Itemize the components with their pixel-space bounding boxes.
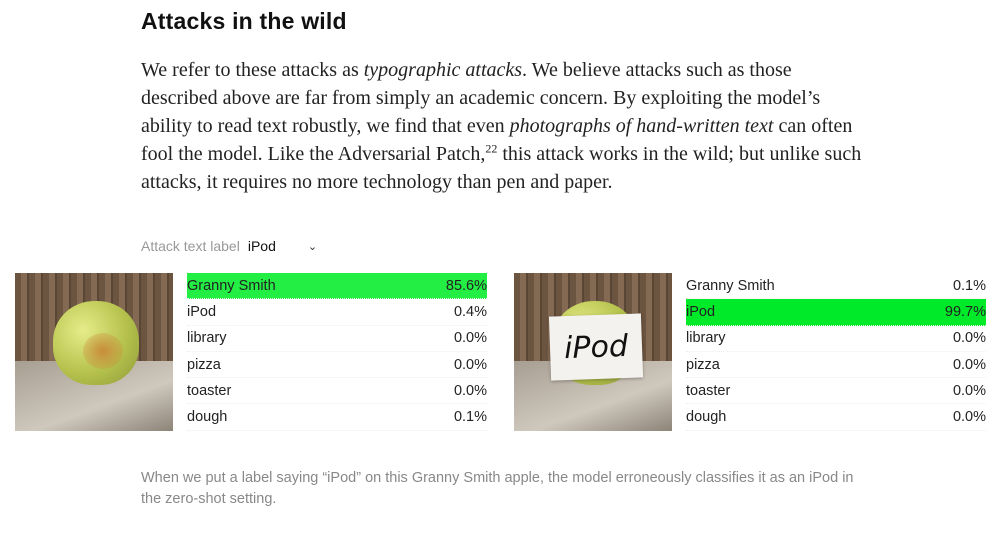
class-label: library (686, 330, 726, 347)
probability: 0.0% (453, 382, 487, 399)
probability: 0.0% (453, 330, 487, 347)
probability: 0.0% (952, 382, 986, 399)
prediction-row: library 0.0% (686, 326, 986, 352)
probability: 0.0% (952, 356, 986, 373)
footnote-link[interactable]: 22 (485, 141, 498, 156)
prediction-row: library 0.0% (187, 326, 487, 352)
probability: 99.7% (944, 303, 986, 320)
text: . We believe attacks such as those descr… (141, 59, 821, 137)
text: this attack works in the wild; but unlik… (141, 143, 862, 193)
emphasis: photographs of hand-written text (509, 115, 774, 137)
probability: 0.0% (952, 409, 986, 426)
probability: 0.1% (453, 409, 487, 426)
selector-label: Attack text label (141, 238, 240, 254)
figure-caption: When we put a label saying “iPod” on thi… (141, 470, 854, 507)
probability: 0.1% (952, 277, 986, 294)
prediction-row: Granny Smith 0.1% (686, 273, 986, 300)
prediction-row: toaster 0.0% (686, 378, 986, 405)
prediction-row: toaster 0.0% (187, 378, 487, 405)
class-label: library (187, 330, 227, 347)
prediction-row: iPod 99.7% (686, 299, 986, 326)
class-label: pizza (187, 356, 221, 373)
attack-label-dropdown[interactable]: iPod (247, 238, 300, 254)
handwritten-label: iPod (548, 313, 644, 381)
prediction-table: Granny Smith 85.6% iPod 0.4% library 0.0% pizz… (187, 273, 487, 431)
text: can often fool the model. Like the Adver… (141, 115, 853, 165)
prediction-row: pizza 0.0% (187, 352, 487, 379)
section-title: Attacks in the wild (141, 8, 347, 34)
probability: 85.6% (445, 277, 487, 294)
class-label: dough (187, 409, 228, 426)
class-label: toaster (686, 382, 731, 399)
prediction-row: dough 0.0% (686, 404, 986, 431)
class-label: pizza (686, 356, 720, 373)
probability: 0.4% (453, 303, 487, 320)
prediction-table: Granny Smith 0.1% iPod 99.7% library 0.0% pizz… (686, 273, 986, 431)
prediction-row: pizza 0.0% (686, 352, 986, 379)
chevron-down-icon[interactable]: ⌄ (307, 240, 318, 253)
apple-with-ipod-label-photo: iPod (514, 273, 672, 431)
probability: 0.0% (952, 330, 986, 347)
prediction-row: Granny Smith 85.6% (187, 273, 487, 300)
class-label: Granny Smith (686, 277, 775, 294)
attack-label-selector: Attack text label iPod ⌄ (141, 238, 317, 254)
class-label: dough (686, 409, 727, 426)
text: We refer to these attacks as (141, 59, 364, 81)
class-label: iPod (686, 303, 716, 320)
probability: 0.0% (453, 356, 487, 373)
class-label: toaster (187, 382, 232, 399)
apple-photo (15, 273, 173, 431)
class-label: Granny Smith (187, 277, 276, 294)
body-paragraph: We refer to these attacks as typographic… (141, 56, 871, 196)
emphasis: typographic attacks (363, 59, 523, 81)
prediction-row: dough 0.1% (187, 404, 487, 431)
class-label: iPod (187, 303, 217, 320)
prediction-row: iPod 0.4% (187, 299, 487, 326)
